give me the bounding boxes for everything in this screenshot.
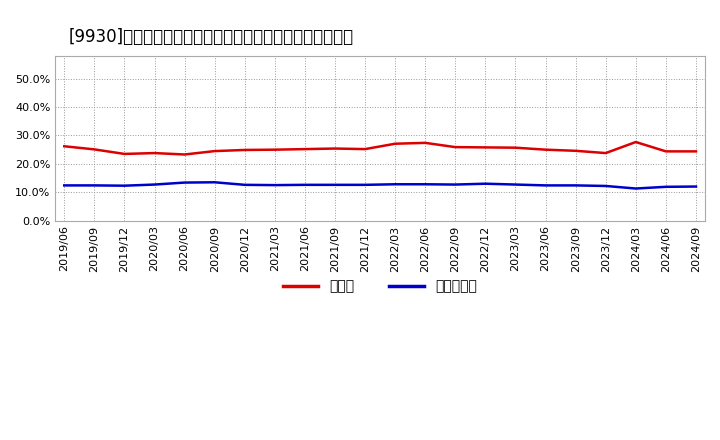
Legend: 現領金, 有利子負債: 現領金, 有利子負債 [278,274,482,299]
Text: [9930]　現領金、有利子負債の総資産に対する比率の推移: [9930] 現領金、有利子負債の総資産に対する比率の推移 [68,28,354,46]
